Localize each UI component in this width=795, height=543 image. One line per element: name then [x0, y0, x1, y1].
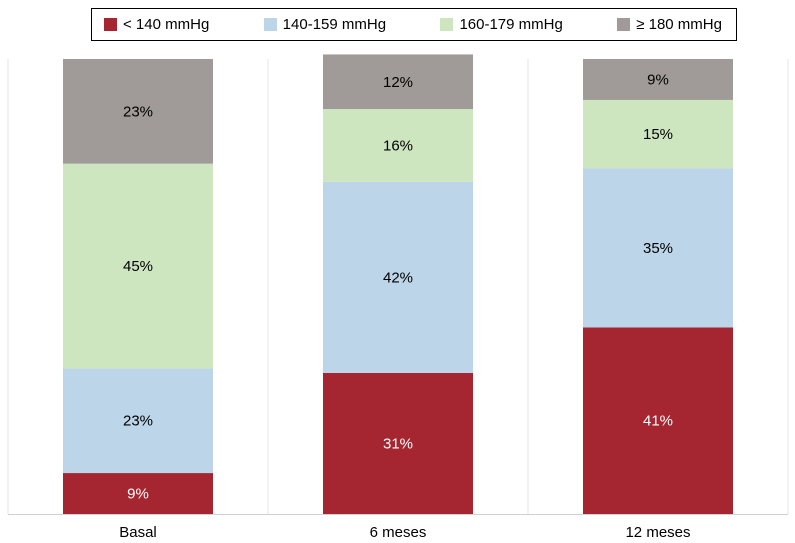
bar-segment-2-1 — [583, 168, 733, 328]
legend-swatch-140-159 — [263, 18, 277, 31]
data-label-2-2: 15% — [643, 126, 673, 143]
legend-label-lt140: < 140 mmHg — [123, 16, 210, 33]
bar-segment-2-0 — [583, 327, 733, 514]
legend-item-lt140: < 140 mmHg — [104, 16, 209, 33]
legend-label-140-159: 140-159 mmHg — [282, 16, 387, 33]
bar-segment-2-2 — [583, 99, 733, 169]
data-label-1-0: 31% — [383, 435, 413, 452]
bar-segment-2-3 — [583, 59, 733, 100]
data-label-2-1: 35% — [643, 240, 673, 257]
data-label-1-1: 42% — [383, 269, 413, 286]
data-label-0-3: 23% — [123, 103, 153, 120]
legend-item-140-159: 140-159 mmHg — [263, 16, 387, 33]
bar-segment-0-3 — [63, 59, 213, 164]
bar-segment-1-1 — [323, 181, 473, 373]
legend: < 140 mmHg 140-159 mmHg 160-179 mmHg ≥ 1… — [91, 8, 737, 41]
data-label-2-0: 41% — [643, 413, 673, 430]
data-label-1-3: 12% — [383, 74, 413, 91]
x-tick-label-2: 12 meses — [625, 524, 690, 541]
bar-segment-1-3 — [323, 54, 473, 110]
legend-swatch-lt140 — [104, 18, 117, 31]
x-tick-label-0: Basal — [119, 524, 157, 541]
x-tick-label-1: 6 meses — [370, 524, 427, 541]
legend-item-160-179: 160-179 mmHg — [440, 16, 563, 33]
legend-item-ge180: ≥ 180 mmHg — [617, 16, 722, 33]
bar-segment-0-2 — [63, 163, 213, 369]
bar-segment-1-0 — [323, 372, 473, 514]
data-label-0-1: 23% — [123, 413, 153, 430]
legend-swatch-160-179 — [440, 18, 454, 31]
bar-segment-0-0 — [63, 473, 213, 514]
bar-segment-1-2 — [323, 109, 473, 182]
data-label-0-2: 45% — [123, 258, 153, 275]
legend-label-ge180: ≥ 180 mmHg — [636, 16, 722, 33]
data-label-0-0: 9% — [127, 486, 149, 503]
data-label-1-2: 16% — [383, 137, 413, 154]
bar-segment-0-1 — [63, 368, 213, 474]
legend-label-160-179: 160-179 mmHg — [459, 16, 563, 33]
data-label-2-3: 9% — [647, 71, 669, 88]
legend-swatch-ge180 — [617, 18, 631, 31]
